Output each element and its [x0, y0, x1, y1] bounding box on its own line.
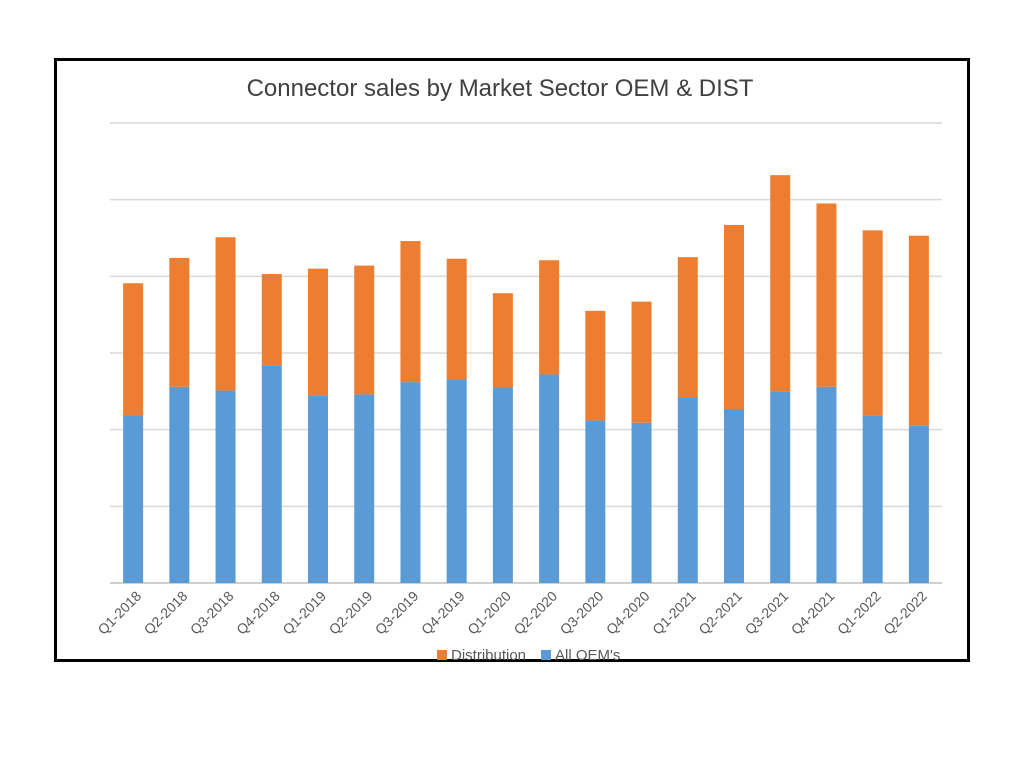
legend-swatch-distribution: [437, 650, 447, 660]
bar-distribution-q1-2021: [677, 257, 698, 398]
bar-distribution-q2-2018: [169, 257, 190, 387]
x-tick-label: Q1-2021: [649, 588, 699, 638]
x-tick-label: Q2-2021: [695, 588, 745, 638]
bar-all-oems-q3-2020: [585, 420, 606, 583]
bar-distribution-q2-2020: [539, 260, 560, 375]
x-axis-tick-labels: Q1-2018Q2-2018Q3-2018Q4-2018Q1-2019Q2-20…: [94, 588, 930, 638]
bar-all-oems-q1-2018: [123, 415, 144, 583]
bar-distribution-q1-2019: [308, 268, 328, 396]
bars: [123, 175, 929, 583]
legend-label-distribution: Distribution: [451, 647, 526, 664]
bar-all-oems-q2-2022: [908, 425, 929, 583]
bar-distribution-q2-2022: [908, 235, 929, 426]
x-tick-label: Q3-2021: [742, 588, 792, 638]
x-tick-label: Q2-2019: [326, 588, 376, 638]
bar-all-oems-q1-2020: [492, 387, 513, 583]
bar-distribution-q3-2019: [400, 241, 421, 383]
legend-swatch-all-oems: [541, 650, 551, 660]
bar-all-oems-q3-2019: [400, 382, 421, 583]
bar-distribution-q4-2018: [261, 274, 282, 366]
bar-distribution-q3-2021: [770, 175, 791, 392]
legend-label-all-oems: All OEM's: [555, 647, 620, 664]
bar-all-oems-q3-2021: [770, 391, 791, 583]
bar-distribution-q2-2019: [354, 265, 375, 395]
x-tick-label: Q1-2018: [94, 588, 144, 638]
bar-distribution-q1-2022: [862, 230, 883, 416]
bar-all-oems-q4-2018: [261, 365, 282, 583]
bar-distribution-q4-2019: [446, 258, 467, 380]
x-tick-label: Q4-2019: [418, 588, 468, 638]
x-tick-label: Q4-2021: [788, 588, 838, 638]
bar-all-oems-q4-2021: [816, 386, 837, 583]
bar-distribution-q3-2020: [585, 310, 606, 421]
bar-all-oems-q4-2019: [446, 379, 467, 583]
x-tick-label: Q1-2020: [464, 588, 514, 638]
x-tick-label: Q3-2020: [557, 588, 607, 638]
bar-distribution-q3-2018: [215, 237, 236, 391]
bar-distribution-q2-2021: [724, 224, 744, 409]
bar-all-oems-q2-2019: [354, 394, 375, 583]
bar-all-oems-q2-2020: [539, 374, 560, 583]
x-tick-label: Q3-2019: [372, 588, 422, 638]
x-tick-label: Q2-2018: [141, 588, 191, 638]
bar-all-oems-q1-2021: [677, 397, 698, 583]
bar-all-oems-q4-2020: [631, 422, 652, 583]
bar-distribution-q1-2018: [123, 283, 144, 416]
bar-all-oems-q1-2022: [862, 415, 883, 583]
gridlines: [110, 122, 942, 584]
x-tick-label: Q2-2022: [880, 588, 930, 638]
x-tick-label: Q3-2018: [187, 588, 237, 638]
legend: Distribution All OEM's: [437, 647, 620, 664]
bar-all-oems-q1-2019: [308, 395, 328, 583]
bar-all-oems-q3-2018: [215, 390, 236, 583]
bar-all-oems-q2-2018: [169, 386, 190, 583]
x-tick-label: Q4-2018: [233, 588, 283, 638]
bar-distribution-q1-2020: [492, 293, 513, 388]
chart-title: Connector sales by Market Sector OEM & D…: [247, 75, 754, 102]
bar-distribution-q4-2021: [816, 203, 837, 387]
x-tick-label: Q4-2020: [603, 588, 653, 638]
bar-all-oems-q2-2021: [724, 408, 744, 583]
x-tick-label: Q1-2022: [834, 588, 884, 638]
x-tick-label: Q1-2019: [279, 588, 329, 638]
x-tick-label: Q2-2020: [510, 588, 560, 638]
bar-distribution-q4-2020: [631, 301, 652, 423]
